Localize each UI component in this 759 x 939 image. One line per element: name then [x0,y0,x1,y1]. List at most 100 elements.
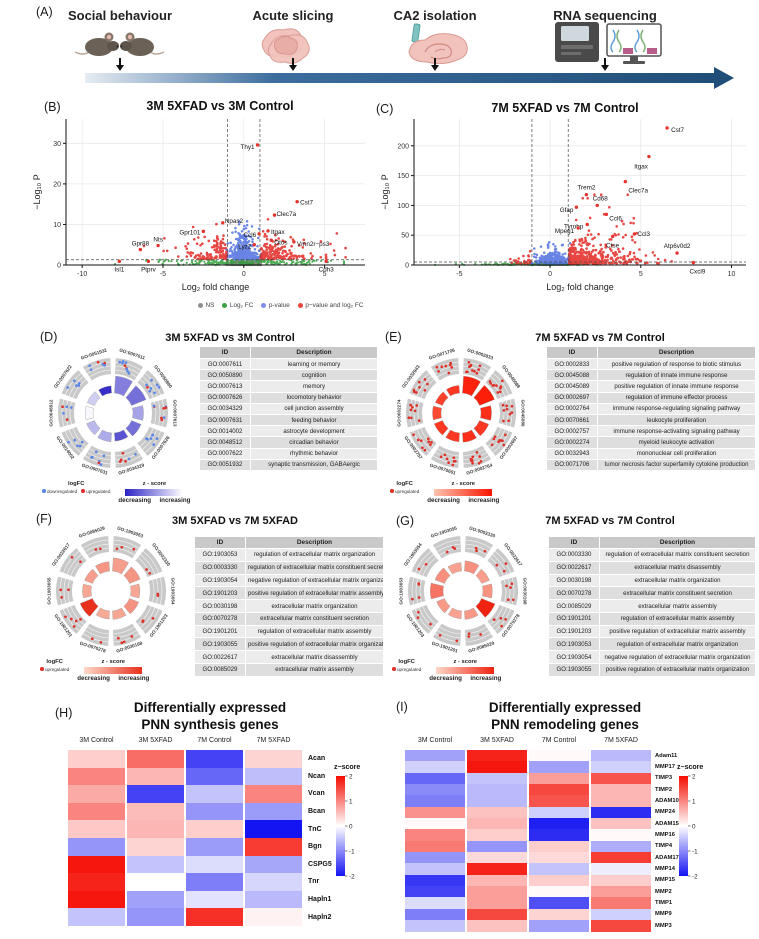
gene-dot [453,459,457,463]
gene-dot [103,361,107,365]
gene-point [675,251,679,255]
gene-dot [498,390,502,394]
legend-dot-icon [198,302,203,308]
go-table-header: Description [250,346,378,359]
gene-dot [130,635,134,638]
gene-dot [418,386,421,389]
gene-label: Cd68 [593,195,609,202]
heatmap-cell [591,852,651,864]
go-table-row: GO:1903055 positive regulation of extrace… [194,637,384,652]
gene-dot [439,455,443,459]
go-table-cell: learning or memory [250,357,378,371]
go-table-cell: extracellular matrix disassembly [599,560,756,575]
gene-dot [470,369,474,372]
go-table-row: GO:1901201 regulation of extracellular ma… [548,611,756,626]
go-table-cell: circadian behavior [250,436,378,449]
gene-dot [475,371,479,375]
panel-e-title: 7M 5XFAD vs 7M Control [535,332,665,344]
go-sector: GO:0051932 [80,347,112,397]
sector-gridline [142,376,158,397]
heatmap-cell [529,806,589,819]
go-table-cell: GO:0070661 [546,413,598,427]
go-table-cell: regulation of extracellular matrix const… [245,560,384,575]
gene-dot [69,406,73,409]
sector-gridline [115,455,142,465]
heatmap-cell [405,874,465,887]
gene-dot [450,366,454,369]
gene-dot [96,360,100,364]
go-table-row: GO:1903053 regulation of extracellular ma… [548,637,756,652]
svg-text:5: 5 [639,271,643,278]
svg-text:0: 0 [405,263,409,270]
heatmap-cell [529,761,589,773]
gene-label: Mpeg1 [555,228,575,235]
heatmap-cell [186,767,243,786]
gene-dot [445,457,449,461]
gene-point [665,126,669,130]
go-table-header: Description [599,536,756,549]
heatmap-cell [591,806,651,819]
panel-g-title: 7M 5XFAD vs 7M Control [545,515,675,527]
gene-dot [438,634,442,637]
colorbar-tick-label: 2 [349,773,353,780]
go-table-cell: GO:1901203 [194,586,246,601]
logfc-legend-item: upregulated [40,667,69,672]
gene-dot [152,443,156,446]
zscore-decreasing-label: decreasing [77,675,110,682]
gene-dot [414,391,418,394]
zscore-bar [82,583,92,599]
gene-dot [145,383,148,387]
gene-label: Ccl3 [637,231,650,238]
logfc-legend-item: upregulated [81,489,110,494]
go-table-row: GO:0002274 myeloid leukocyte activation [546,436,756,449]
gene-point [252,243,256,247]
heatmap-row [405,806,653,819]
heatmap-cell [591,829,651,841]
heatmap-row [68,802,304,821]
gene-label: Nts [153,237,162,244]
go-table-row: GO:1901203 positive regulation of extrace… [548,624,756,639]
gene-dot [495,384,498,387]
go-table-cell: positive regulation of extracellular mat… [245,637,384,652]
heatmap-cell [467,761,527,773]
heatmap-column-header: 3M 5XFAD [480,737,514,744]
gene-dot [80,440,84,444]
zscore-legend: z - score decreasing increasing [77,659,149,682]
panel-e-label: (E) [385,330,402,344]
sector-gridline [411,577,415,605]
heatmap-cell [467,908,527,921]
gene-dot [500,379,504,383]
gene-dot [427,440,431,444]
sector-gridline [158,400,161,426]
heatmap-h-row-labels: Acan Ncan Vcan Bcan TnC Bgn CSPG5 Tnr Hapln1 Hapl… [308,750,332,926]
zscore-bar [475,598,496,618]
heatmap-row [405,852,653,864]
zscore-bar [86,420,101,436]
gene-dot [503,433,507,437]
heatmap-cell [467,874,527,887]
heatmap-cell [591,908,651,921]
gene-point [632,232,637,236]
heatmap-cell [68,837,125,856]
go-sector: GO:0085029 [78,525,110,575]
go-circle-legend-f: logFC upregulated z - score decreasing incre… [40,659,149,682]
gene-dot [447,371,451,375]
logfc-legend: logFC upregulated [392,659,421,682]
go-table-cell: GO:1903055 [194,637,246,652]
axes [411,119,746,268]
heatmap-cell [529,886,589,898]
gene-dot [426,382,429,386]
sector-gridline [437,543,461,552]
gene-dot [90,456,93,459]
go-table-cell: extracellular matrix organization [245,599,384,613]
heatmap-row [405,908,653,921]
heatmap-cell [127,767,184,786]
gene-point [585,222,589,227]
zscore-bar [114,429,129,442]
sector-gridline [137,557,152,576]
threshold-lines [66,119,365,265]
sector-gridline [142,609,159,631]
gene-dot [118,460,122,463]
heatmap-cell [529,920,589,932]
go-sector: GO:0007611 [114,348,146,397]
